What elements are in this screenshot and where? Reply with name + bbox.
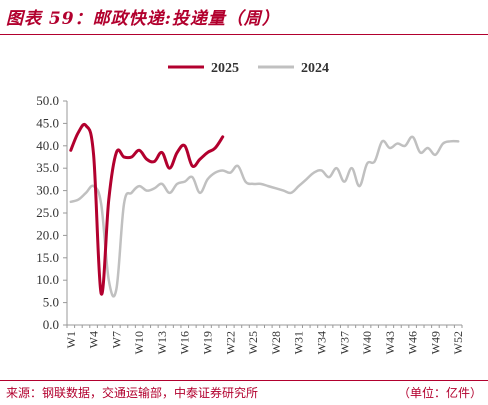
x-tick-label: W16 [178,331,192,354]
x-tick-label: W46 [406,331,420,354]
x-tick-label: W31 [292,331,306,354]
y-tick-label: 45.0 [36,115,59,130]
y-tick-label: 15.0 [36,250,59,265]
x-tick-label: W43 [383,331,397,354]
y-tick-label: 35.0 [36,160,59,175]
series-line-2025 [69,122,225,296]
x-tick-label: W22 [223,331,237,354]
x-tick-label: W25 [246,331,260,354]
y-tick-label: 30.0 [36,183,59,198]
x-tick-label: W28 [269,331,283,354]
footer-divider [0,380,488,381]
unit-note: （单位：亿件） [397,386,482,400]
axes: 0.0 5.0 10.0 15.0 20.0 25.0 30.0 35.0 40.0 45.0 50… [36,93,465,354]
y-tick-label: 10.0 [36,272,59,287]
x-tick-label: W49 [428,331,442,354]
x-tick-label: W13 [155,331,169,354]
title-divider [0,34,488,35]
x-tick-label: W7 [109,331,123,348]
y-tick-label: 20.0 [36,227,59,242]
y-tick-label: 0.0 [43,317,59,332]
x-tick-label: W34 [314,331,328,354]
y-tick-label: 50.0 [36,93,59,108]
x-tick-label: W37 [337,331,351,354]
y-tick-label: 5.0 [43,295,59,310]
x-tick-label: W10 [132,331,146,354]
series-lines [69,122,460,298]
x-tick-label: W4 [87,331,101,348]
x-tick-label: W19 [201,331,215,354]
chart-title: 图表 59：邮政快递:投递量（周） [6,9,280,29]
series-line-2024 [69,135,460,298]
legend: 2025 2024 [168,61,329,76]
y-tick-label: 25.0 [36,205,59,220]
x-tick-label: W40 [360,331,374,354]
legend-label-2025: 2025 [211,61,239,76]
y-tick-label: 40.0 [36,138,59,153]
x-tick-label: W1 [64,331,78,348]
legend-label-2024: 2024 [301,61,329,76]
x-tick-label: W52 [451,331,465,354]
source-note: 来源：钢联数据，交通运输部，中泰证券研究所 [6,386,259,400]
